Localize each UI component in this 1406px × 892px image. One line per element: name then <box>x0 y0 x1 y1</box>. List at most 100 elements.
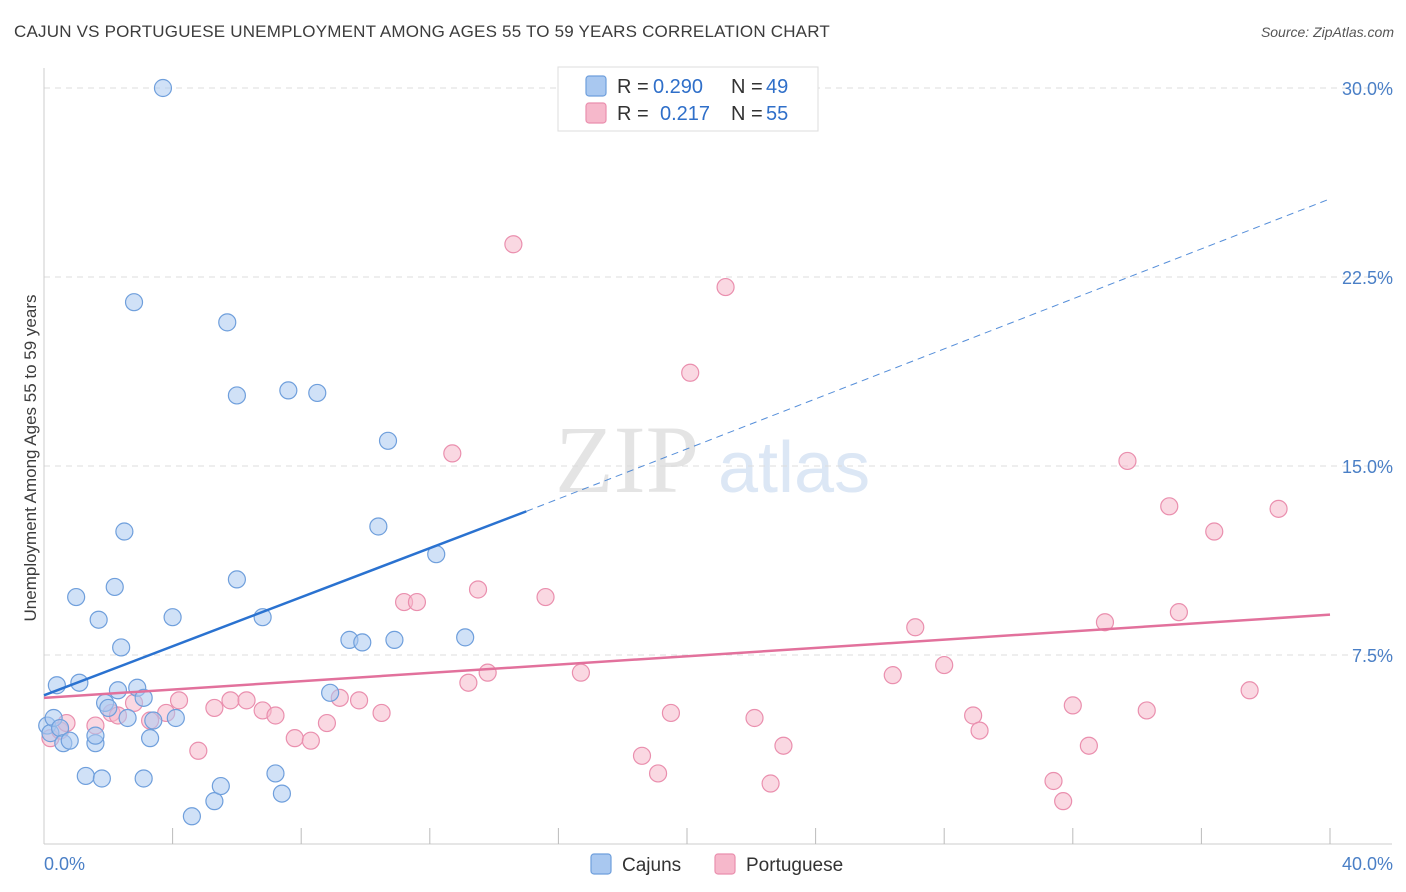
cajun-point <box>321 683 340 702</box>
cajun-point <box>205 792 224 811</box>
legend-n-value-cajuns: 49 <box>766 76 788 98</box>
cajun-point <box>67 587 86 607</box>
cajun-point <box>227 386 246 405</box>
bottom-legend-swatch-portuguese <box>714 853 736 875</box>
portuguese-point <box>266 706 285 725</box>
portuguese-point <box>1205 522 1224 541</box>
x-tick-label-max: 40.0% <box>1342 854 1393 874</box>
y-tick-labels: 7.5% 15.0% 22.5% 30.0% <box>1342 79 1393 666</box>
cajun-point <box>153 78 173 98</box>
cajun-point <box>218 313 237 332</box>
cajun-point <box>385 630 404 649</box>
y-axis-label: Unemployment Among Ages 55 to 59 years <box>21 295 40 622</box>
cajun-point <box>76 766 95 786</box>
portuguese-point <box>1079 736 1098 755</box>
y-tick-label: 7.5% <box>1352 646 1393 666</box>
cajun-point <box>353 633 372 652</box>
cajun-trend-line <box>43 510 527 697</box>
legend-r-label-cajuns: R = <box>617 76 649 98</box>
legend-swatch-portuguese <box>585 102 607 124</box>
cajun-point <box>369 517 388 536</box>
trend-lines <box>43 198 1331 700</box>
bottom-legend: Cajuns Portuguese <box>590 853 843 876</box>
portuguese-point <box>1240 681 1259 700</box>
portuguese-point <box>906 618 925 637</box>
cajun-point <box>99 698 118 718</box>
portuguese-point <box>745 708 764 728</box>
chart-source: Source: ZipAtlas.com <box>1260 24 1394 40</box>
portuguese-point <box>661 703 681 723</box>
x-tick-label-min: 0.0% <box>44 854 85 874</box>
cajun-point <box>308 383 327 403</box>
portuguese-point <box>1044 771 1063 791</box>
portuguese-point <box>169 691 189 710</box>
cajun-point <box>112 638 131 657</box>
portuguese-point <box>1063 696 1082 715</box>
cajun-point <box>163 608 182 627</box>
portuguese-point <box>407 592 427 612</box>
portuguese-point <box>716 277 735 297</box>
portuguese-point <box>349 691 369 710</box>
cajun-point <box>166 708 185 728</box>
watermark: ZIP atlas <box>555 406 870 513</box>
cajun-point <box>105 577 124 597</box>
cajun-point <box>124 293 144 312</box>
portuguese-point <box>443 444 462 463</box>
axes <box>43 68 1392 845</box>
portuguese-point <box>964 706 983 725</box>
portuguese-point <box>883 666 902 685</box>
portuguese-point <box>301 731 320 750</box>
cajun-point <box>134 688 153 707</box>
cajun-point <box>118 708 137 728</box>
portuguese-point <box>632 746 652 765</box>
cajun-point <box>115 522 134 541</box>
cajun-point <box>140 729 160 748</box>
cajun-point <box>92 769 111 788</box>
legend-n-label-cajuns: N = <box>731 76 763 98</box>
x-tick-labels: 0.0% 40.0% <box>44 854 1393 874</box>
portuguese-point <box>1137 701 1156 720</box>
y-tick-label: 30.0% <box>1342 79 1393 99</box>
cajun-point <box>272 784 292 803</box>
legend-r-value-portuguese: 0.217 <box>660 103 710 125</box>
cajun-point <box>378 431 398 450</box>
bottom-legend-swatch-cajuns <box>590 853 612 875</box>
cajun-point <box>144 711 163 730</box>
legend-swatch-cajuns <box>585 75 607 97</box>
portuguese-point <box>761 774 780 793</box>
cajun-point <box>134 769 153 788</box>
portuguese-point <box>571 663 591 682</box>
legend-r-label-portuguese: R = <box>617 103 649 125</box>
legend-r-value-cajuns: 0.290 <box>653 76 703 98</box>
portuguese-trend-line <box>43 613 1331 700</box>
cajun-point <box>279 381 298 400</box>
portuguese-point <box>237 691 256 710</box>
cajun-point <box>227 570 246 589</box>
portuguese-point <box>205 698 224 718</box>
watermark-zip: ZIP <box>555 406 699 513</box>
bottom-legend-label-portuguese: Portuguese <box>746 855 843 876</box>
chart-title: CAJUN VS PORTUGUESE UNEMPLOYMENT AMONG A… <box>14 22 830 41</box>
cajun-point <box>86 726 105 745</box>
portuguese-point <box>459 673 478 692</box>
portuguese-point <box>1118 451 1137 471</box>
portuguese-point <box>478 663 497 682</box>
cajun-point <box>182 807 201 826</box>
cajun-point <box>60 731 79 750</box>
portuguese-point <box>189 741 208 760</box>
portuguese-point <box>1095 613 1115 632</box>
legend-n-label-portuguese: N = <box>731 103 763 125</box>
portuguese-point <box>317 713 337 733</box>
portuguese-point <box>372 703 391 723</box>
portuguese-point <box>536 587 555 607</box>
y-tick-label: 15.0% <box>1342 457 1393 477</box>
portuguese-point <box>681 363 700 382</box>
grid-lines <box>44 87 1392 656</box>
y-tick-label: 22.5% <box>1342 268 1393 288</box>
portuguese-point <box>1160 497 1179 516</box>
cajun-point <box>266 764 285 783</box>
portuguese-point <box>1169 603 1188 622</box>
bottom-legend-label-cajuns: Cajuns <box>622 855 681 876</box>
cajun-point <box>89 610 108 629</box>
